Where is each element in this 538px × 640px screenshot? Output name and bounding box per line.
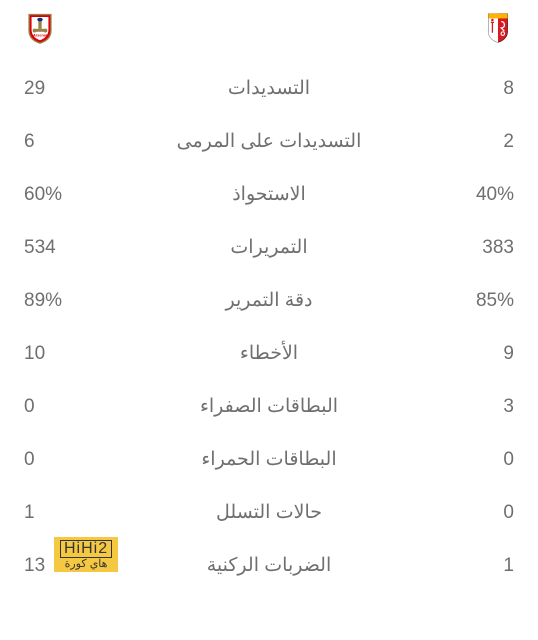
stat-label: حالات التسلل [84, 501, 454, 524]
svg-text:Arsenal: Arsenal [33, 33, 47, 37]
stat-label: التسديدات على المرمى [84, 130, 454, 153]
home-value: 383 [454, 237, 514, 259]
away-team-logo: Arsenal [24, 12, 56, 44]
stat-row: 2 التسديدات على المرمى 6 [24, 115, 514, 168]
away-value: 60% [24, 184, 84, 206]
stat-row: 0 البطاقات الحمراء 0 [24, 433, 514, 486]
stat-label: الأخطاء [84, 342, 454, 365]
stat-row: 3 البطاقات الصفراء 0 [24, 380, 514, 433]
watermark-title: HiHi2 [60, 540, 112, 558]
stat-label: البطاقات الصفراء [84, 395, 454, 418]
stat-label: التمريرات [84, 236, 454, 259]
away-value: 0 [24, 449, 84, 471]
home-value: 1 [454, 555, 514, 577]
stat-row: 0 حالات التسلل 1 [24, 486, 514, 539]
home-value: 40% [454, 184, 514, 206]
stat-row: 40% الاستحواذ 60% [24, 168, 514, 221]
stat-label: الضربات الركنية [84, 554, 454, 577]
away-value: 10 [24, 343, 84, 365]
home-value: 2 [454, 131, 514, 153]
stats-table: 8 التسديدات 29 2 التسديدات على المرمى 6 … [0, 62, 538, 592]
away-value: 89% [24, 290, 84, 312]
home-value: 85% [454, 290, 514, 312]
stat-label: دقة التمرير [84, 289, 454, 312]
stat-label: الاستحواذ [84, 183, 454, 206]
stat-row: 8 التسديدات 29 [24, 62, 514, 115]
stat-row: 9 الأخطاء 10 [24, 327, 514, 380]
away-value: 1 [24, 502, 84, 524]
home-value: 0 [454, 502, 514, 524]
stat-label: التسديدات [84, 77, 454, 100]
home-value: 8 [454, 78, 514, 100]
home-value: 9 [454, 343, 514, 365]
home-value: 0 [454, 449, 514, 471]
stat-label: البطاقات الحمراء [84, 448, 454, 471]
watermark: HiHi2 هاي كورة [54, 537, 118, 572]
away-value: 29 [24, 78, 84, 100]
home-team-logo [482, 12, 514, 44]
teams-header: Arsenal [0, 0, 538, 62]
away-value: 0 [24, 396, 84, 418]
stat-row: 383 التمريرات 534 [24, 221, 514, 274]
home-value: 3 [454, 396, 514, 418]
stat-row: 85% دقة التمرير 89% [24, 274, 514, 327]
away-value: 534 [24, 237, 84, 259]
away-value: 6 [24, 131, 84, 153]
watermark-subtitle: هاي كورة [60, 559, 112, 570]
